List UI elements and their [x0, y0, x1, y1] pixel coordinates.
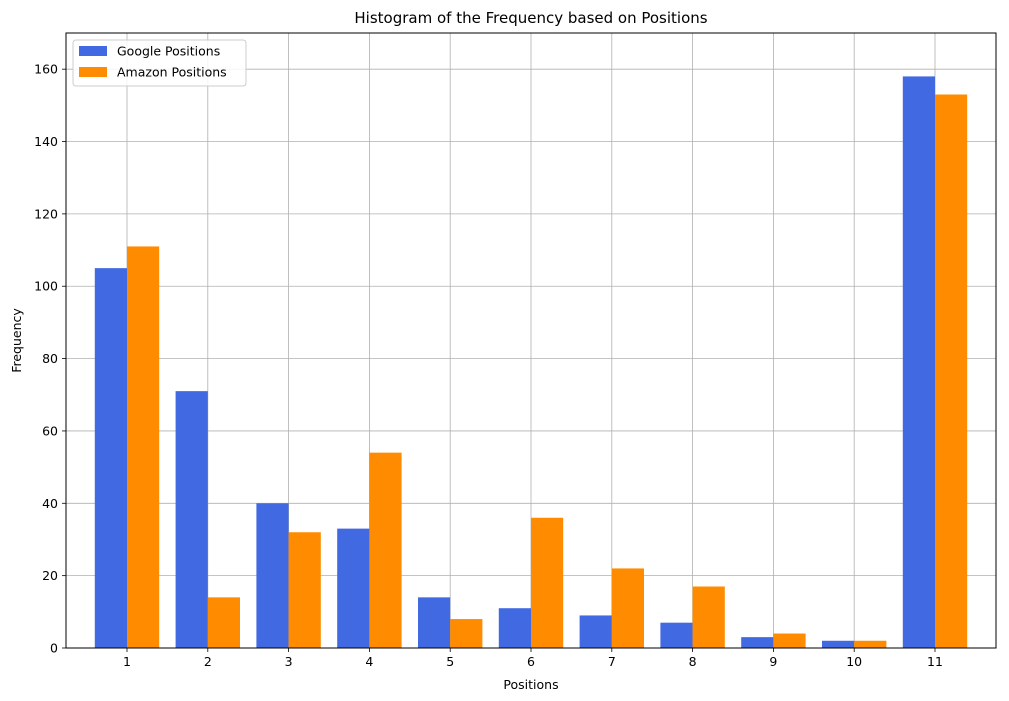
- legend-swatch: [79, 46, 107, 56]
- y-tick-label: 0: [50, 641, 58, 656]
- x-tick-label: 2: [204, 654, 212, 669]
- y-tick-label: 140: [34, 134, 58, 149]
- x-tick-label: 7: [608, 654, 616, 669]
- y-tick-label: 120: [34, 206, 58, 221]
- bar-google: [579, 615, 612, 648]
- bar-google: [741, 637, 774, 648]
- bar-amazon: [935, 94, 968, 648]
- legend-label: Google Positions: [117, 44, 220, 59]
- chart-title: Histogram of the Frequency based on Posi…: [354, 9, 707, 27]
- bar-google: [337, 528, 370, 648]
- bar-amazon: [288, 532, 321, 648]
- bar-google: [822, 640, 855, 648]
- bar-amazon: [207, 597, 240, 648]
- bar-amazon: [531, 517, 564, 648]
- bar-google: [418, 597, 451, 648]
- x-tick-label: 4: [365, 654, 373, 669]
- y-tick-label: 40: [42, 496, 58, 511]
- bar-amazon: [127, 246, 160, 649]
- x-tick-label: 11: [927, 654, 943, 669]
- bar-amazon: [611, 568, 644, 648]
- x-tick-label: 3: [285, 654, 293, 669]
- legend-box: [72, 39, 247, 87]
- x-tick-label: 1: [123, 654, 131, 669]
- bar-google: [175, 391, 208, 648]
- bar-google: [498, 608, 531, 648]
- y-tick-label: 60: [42, 423, 58, 438]
- x-tick-label: 6: [527, 654, 535, 669]
- legend: Google Positions Amazon Positions: [72, 39, 247, 87]
- x-axis-label: Positions: [503, 677, 558, 692]
- x-tick-label: 10: [846, 654, 862, 669]
- y-tick-label: 100: [34, 279, 58, 294]
- bar-amazon: [369, 452, 402, 648]
- bar-google: [660, 622, 693, 648]
- bar-google: [902, 76, 935, 649]
- bars: [94, 76, 968, 649]
- bar-google: [94, 268, 127, 648]
- legend-swatch: [79, 67, 107, 77]
- y-tick-label: 160: [34, 62, 58, 77]
- bar-google: [256, 503, 289, 648]
- x-tick-label: 8: [689, 654, 697, 669]
- legend-label: Amazon Positions: [117, 65, 227, 80]
- axis-ticks: 1 2 3 4 5 6 7 8 9 10 11 0 20 40 60 80 100 120 140 160: [34, 62, 943, 669]
- bar-amazon: [692, 586, 725, 648]
- bar-amazon: [450, 619, 483, 648]
- y-tick-label: 80: [42, 351, 58, 366]
- y-tick-label: 20: [42, 568, 58, 583]
- x-tick-label: 9: [769, 654, 777, 669]
- y-axis-label: Frequency: [9, 308, 24, 373]
- bar-amazon: [854, 640, 887, 648]
- bar-amazon: [773, 633, 806, 648]
- x-tick-label: 5: [446, 654, 454, 669]
